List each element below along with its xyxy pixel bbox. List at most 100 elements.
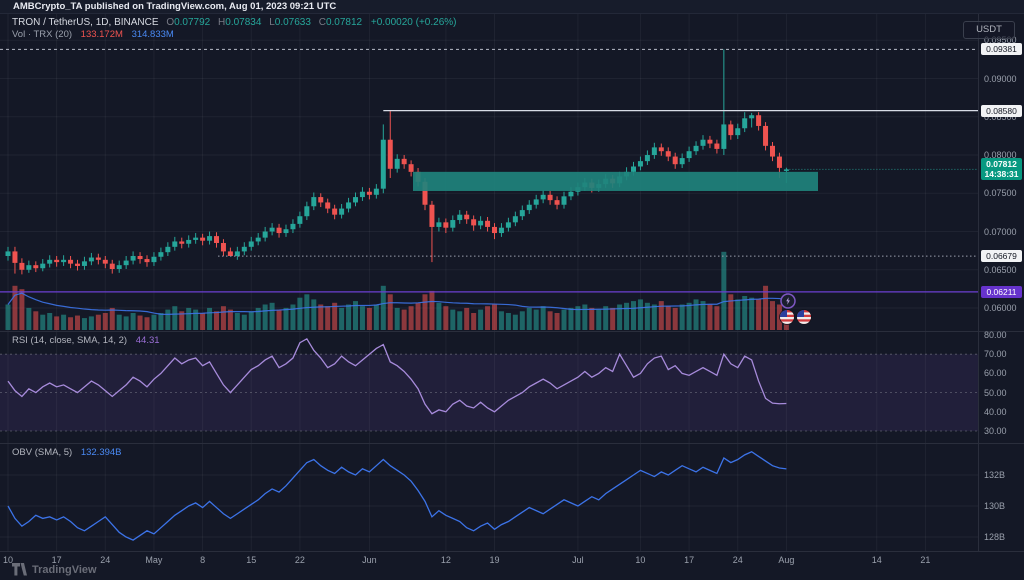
volume-bar	[679, 304, 685, 330]
volume-bar	[88, 316, 94, 330]
lightning-event-icon[interactable]	[780, 293, 796, 309]
candle-body	[248, 241, 254, 247]
volume-bar	[575, 306, 581, 330]
open-value: 0.07792	[174, 17, 211, 28]
candle-body	[234, 251, 240, 256]
change-value: +0.00020 (+0.26%)	[370, 17, 457, 28]
candle-body	[763, 125, 769, 146]
rsi-line	[7, 337, 787, 415]
candle-body	[707, 139, 713, 144]
volume-bar	[373, 304, 379, 330]
candle-body	[471, 219, 477, 226]
volume-bar	[686, 302, 692, 330]
candle-body	[700, 139, 706, 146]
supply-zone-box[interactable]	[413, 171, 818, 191]
rsi-indicator-title[interactable]: RSI (14, close, SMA, 14, 2)	[12, 335, 128, 346]
candle-body	[429, 204, 435, 227]
high-label: H	[218, 17, 226, 28]
candle-body	[276, 227, 282, 234]
volume-bar	[665, 306, 671, 330]
symbol-title[interactable]: TRON / TetherUS, 1D, BINANCE	[12, 17, 159, 28]
close-label: C	[318, 17, 326, 28]
candle-body	[679, 158, 685, 165]
candle-body	[359, 191, 365, 198]
volume-bar	[366, 307, 372, 330]
candle-body	[651, 147, 657, 156]
candle-body	[186, 239, 192, 244]
volume-bar	[151, 314, 157, 330]
volume-indicator-title[interactable]: Vol · TRX (20)	[12, 29, 73, 40]
close-value: 0.07812	[325, 17, 363, 28]
candle-body	[568, 191, 574, 197]
volume-bar	[109, 307, 115, 330]
volume-bar	[200, 313, 206, 330]
candle-body	[505, 222, 511, 228]
volume-bar	[631, 301, 636, 330]
volume-bar	[68, 317, 74, 330]
volume-bar	[61, 314, 67, 330]
candle-body	[478, 220, 484, 226]
volume-bar	[332, 302, 338, 330]
candle-body	[297, 216, 303, 224]
candle-body	[776, 156, 782, 168]
tradingview-logo-text: TradingView	[32, 563, 97, 576]
volume-bar	[269, 302, 275, 330]
volume-legend[interactable]: Vol · TRX (20) 133.172M 314.833M	[12, 29, 174, 40]
volume-bar	[749, 297, 755, 330]
obv-value: 132.394B	[80, 447, 122, 458]
rsi-legend[interactable]: RSI (14, close, SMA, 14, 2) 44.31	[12, 335, 160, 346]
volume-bar	[54, 316, 60, 330]
obv-line	[7, 451, 787, 541]
low-value: 0.07633	[274, 17, 311, 28]
candle-body	[151, 256, 157, 263]
obv-indicator-title[interactable]: OBV (SMA, 5)	[12, 447, 73, 458]
volume-bar	[436, 302, 442, 330]
candle-body	[26, 265, 32, 270]
volume-bar	[756, 299, 762, 330]
candle-body	[547, 194, 553, 201]
volume-bar	[624, 302, 630, 330]
volume-bar	[214, 311, 219, 330]
volume-bar	[700, 301, 706, 330]
volume-bar	[12, 285, 18, 330]
volume-bar	[325, 306, 331, 330]
volume-bar	[721, 251, 727, 330]
us-flag-event-icon[interactable]	[796, 309, 812, 325]
volume-bar	[241, 314, 247, 330]
candle-body	[227, 251, 233, 256]
volume-bar	[637, 299, 643, 330]
volume-bar	[596, 309, 602, 330]
volume-bar	[304, 294, 310, 330]
us-flag-event-icon[interactable]	[779, 309, 795, 325]
candle-body	[373, 188, 379, 195]
symbol-legend[interactable]: TRON / TetherUS, 1D, BINANCE O0.07792 H0…	[12, 17, 457, 28]
candle-body	[130, 255, 136, 261]
volume-bar	[763, 285, 769, 330]
candle-body	[387, 139, 393, 169]
volume-bar	[102, 313, 108, 330]
volume-bar	[547, 311, 553, 330]
candle-body	[672, 156, 678, 165]
rsi-value: 44.31	[135, 335, 160, 346]
volume-bar	[457, 311, 463, 330]
candle-body	[519, 210, 525, 217]
currency-toggle-button[interactable]: USDT	[963, 21, 1015, 39]
volume-bar	[415, 302, 421, 330]
candle-body	[283, 229, 289, 234]
volume-bar	[589, 307, 595, 330]
obv-legend[interactable]: OBV (SMA, 5) 132.394B	[12, 447, 122, 458]
volume-bar	[540, 306, 546, 330]
tradingview-logo[interactable]: TradingView	[12, 563, 97, 576]
volume-bar	[19, 289, 25, 330]
candle-body	[5, 251, 11, 256]
volume-bar	[519, 311, 525, 330]
candle-body	[116, 265, 122, 270]
volume-bar	[318, 304, 324, 330]
publish-banner: AMBCrypto_TA published on TradingView.co…	[0, 0, 1024, 14]
volume-bar	[207, 307, 213, 330]
volume-bar	[290, 304, 296, 330]
volume-bar	[728, 294, 734, 330]
candle-body	[498, 227, 504, 234]
